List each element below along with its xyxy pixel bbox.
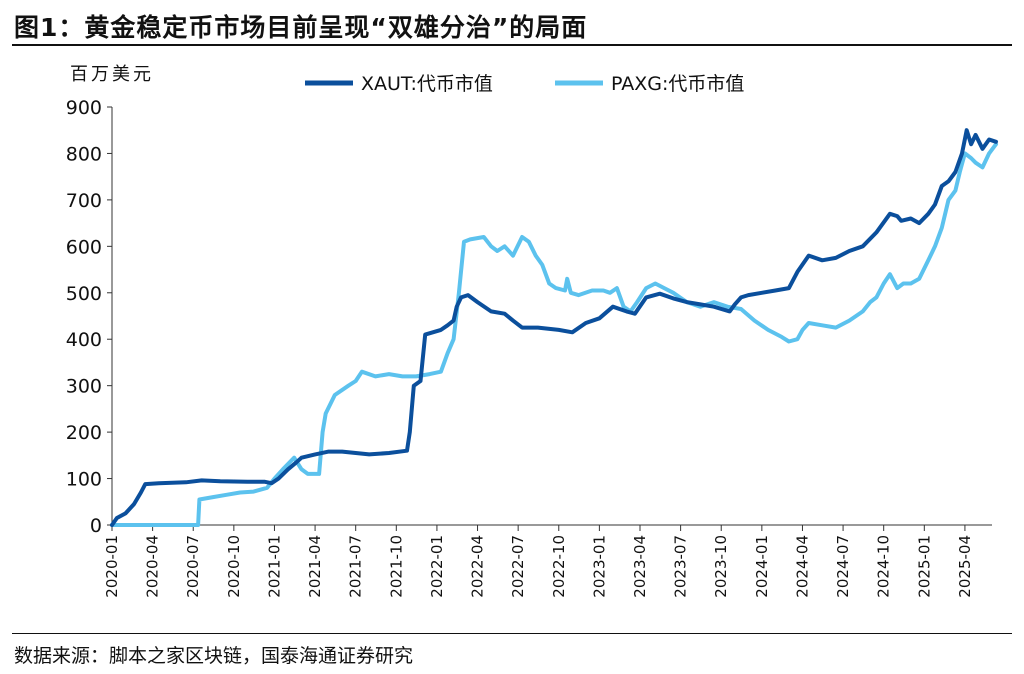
y-tick-label: 300 — [66, 376, 102, 398]
y-tick-label: 0 — [90, 515, 102, 537]
title-rule — [12, 44, 1012, 46]
x-tick-label: 2023-01 — [590, 535, 608, 598]
x-tick-label: 2023-04 — [631, 535, 649, 598]
series-group — [110, 128, 998, 527]
x-tick-label: 2023-10 — [712, 535, 730, 598]
y-tick-label: 800 — [66, 143, 102, 165]
y-tick-label: 100 — [66, 469, 102, 491]
x-tick-label: 2021-01 — [265, 535, 283, 598]
x-tick-label: 2022-04 — [469, 535, 487, 598]
legend: XAUT:代币市值 PAXG:代币市值 — [305, 73, 744, 95]
y-tick-label: 900 — [66, 97, 102, 119]
y-tick-label: 200 — [66, 422, 102, 444]
y-tick-label: 600 — [66, 236, 102, 258]
y-axis-label: 百万美元 — [70, 64, 154, 85]
x-tick-label: 2022-01 — [428, 535, 446, 598]
y-tick-label: 700 — [66, 190, 102, 212]
x-tick-label: 2022-10 — [550, 535, 568, 598]
x-tick-label: 2021-10 — [387, 535, 405, 598]
x-tick-label: 2024-07 — [834, 535, 852, 598]
x-tick-label: 2023-07 — [672, 535, 690, 598]
y-tick-label: 500 — [66, 283, 102, 305]
y-tick-label: 400 — [66, 329, 102, 351]
x-tick-label: 2020-10 — [225, 535, 243, 598]
x-tick-label: 2020-04 — [144, 535, 162, 598]
source-rule — [12, 633, 1012, 634]
x-tick-label: 2021-04 — [306, 535, 324, 598]
figure-source: 数据来源：脚本之家区块链，国泰海通证券研究 — [14, 645, 414, 667]
x-tick-label: 2021-07 — [347, 535, 365, 598]
legend-label: PAXG:代币市值 — [611, 73, 744, 95]
x-axis: 2020-01 2020-04 2020-07 2020-10 2021-01 2021-… — [103, 524, 992, 598]
x-tick-label: 2024-10 — [875, 535, 893, 598]
y-axis: 0 100 200 300 400 500 600 700 800 900 — [66, 97, 113, 537]
x-tick-label: 2024-04 — [793, 535, 811, 598]
series-line-paxg — [110, 142, 998, 527]
x-tick-label: 2020-01 — [103, 535, 121, 598]
legend-label: XAUT:代币市值 — [361, 73, 493, 95]
x-tick-label: 2025-01 — [915, 535, 933, 598]
x-tick-label: 2025-04 — [956, 535, 974, 598]
x-tick-label: 2020-07 — [184, 535, 202, 598]
x-tick-label: 2022-07 — [509, 535, 527, 598]
series-line-xaut — [110, 128, 998, 527]
figure-title: 图1：黄金稳定币市场目前呈现“双雄分治”的局面 — [14, 13, 588, 42]
x-tick-label: 2024-01 — [753, 535, 771, 598]
